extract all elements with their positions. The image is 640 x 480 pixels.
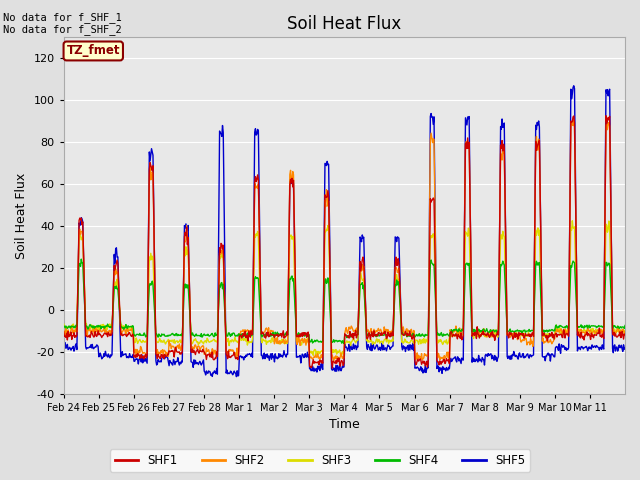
SHF4 [257, 332, 265, 337]
SHF2 [435, 350, 442, 356]
SHF5 [125, 351, 133, 357]
SHF2 [257, 293, 264, 299]
SHF5 [232, 374, 240, 380]
SHF3 [278, 336, 285, 342]
SHF2 [125, 327, 133, 333]
Line: SHF2: SHF2 [64, 120, 625, 360]
SHF5 [229, 372, 237, 378]
SHF2 [229, 347, 237, 353]
SHF3 [314, 354, 321, 360]
Line: SHF4: SHF4 [64, 259, 625, 344]
SHF5 [257, 352, 265, 358]
SHF1 [278, 334, 285, 340]
SHF5 [403, 345, 411, 351]
Legend: SHF1, SHF2, SHF3, SHF4, SHF5: SHF1, SHF2, SHF3, SHF4, SHF5 [110, 449, 530, 472]
Y-axis label: Soil Heat Flux: Soil Heat Flux [15, 172, 28, 259]
SHF4 [404, 333, 412, 338]
SHF1 [60, 329, 68, 335]
SHF4 [77, 256, 85, 262]
SHF5 [278, 354, 286, 360]
SHF1 [435, 359, 442, 365]
SHF5 [435, 363, 442, 369]
SHF4 [230, 330, 237, 336]
SHF5 [621, 345, 629, 350]
SHF2 [60, 329, 68, 335]
SHF4 [621, 323, 629, 328]
SHF2 [621, 332, 629, 338]
SHF3 [403, 338, 411, 344]
SHF1 [621, 332, 629, 337]
Line: SHF5: SHF5 [64, 86, 625, 377]
SHF3 [125, 325, 133, 331]
SHF1 [602, 113, 610, 119]
SHF3 [229, 337, 237, 343]
SHF1 [125, 330, 133, 336]
SHF1 [403, 333, 411, 339]
SHF2 [403, 326, 411, 332]
SHF4 [340, 341, 348, 347]
Title: Soil Heat Flux: Soil Heat Flux [287, 15, 401, 33]
SHF3 [621, 328, 629, 334]
Text: TZ_fmet: TZ_fmet [67, 45, 120, 58]
Text: No data for f_SHF_1
No data for f_SHF_2: No data for f_SHF_1 No data for f_SHF_2 [3, 12, 122, 36]
SHF5 [60, 344, 68, 349]
SHF3 [435, 340, 442, 346]
SHF4 [127, 324, 134, 329]
X-axis label: Time: Time [329, 419, 360, 432]
SHF4 [435, 331, 443, 337]
SHF1 [229, 353, 237, 359]
SHF1 [257, 294, 264, 300]
SHF3 [568, 218, 576, 224]
SHF3 [60, 321, 68, 327]
SHF3 [257, 313, 264, 319]
SHF4 [60, 324, 68, 330]
SHF2 [278, 339, 285, 345]
SHF4 [278, 331, 286, 336]
SHF5 [570, 83, 578, 89]
Line: SHF1: SHF1 [64, 116, 625, 368]
SHF2 [570, 118, 578, 123]
SHF1 [328, 365, 336, 371]
Line: SHF3: SHF3 [64, 221, 625, 357]
SHF2 [330, 358, 337, 363]
